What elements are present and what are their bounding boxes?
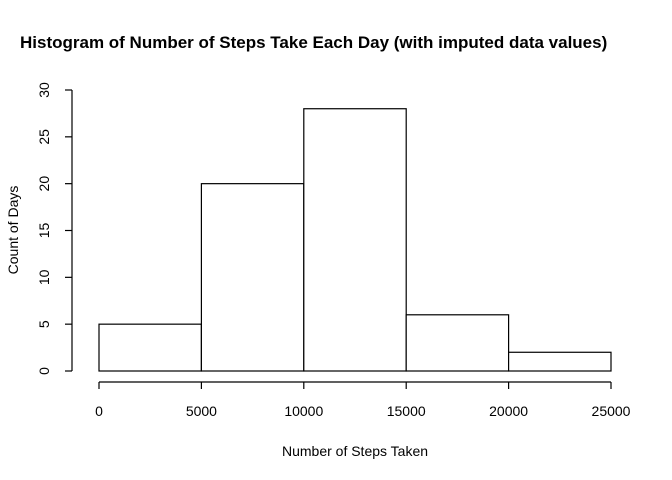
x-tick-label: 15000: [387, 403, 426, 419]
histogram-bar-0: [98, 323, 203, 372]
x-tick-label: 10000: [284, 403, 323, 419]
y-tick-label: 10: [36, 269, 52, 285]
y-axis: 0 5 10 15 20 25 30: [36, 82, 73, 375]
x-axis: 0 5000 10000 15000 20000 25000: [95, 381, 631, 419]
y-tick-label: 15: [36, 223, 52, 239]
x-tick-label: 5000: [186, 403, 217, 419]
chart-title: Histogram of Number of Steps Take Each D…: [20, 33, 607, 52]
histogram-bar-1: [200, 183, 305, 372]
y-axis-label: Count of Days: [5, 186, 21, 275]
y-tick-label: 30: [36, 82, 52, 98]
x-axis-label: Number of Steps Taken: [282, 443, 428, 459]
y-tick-label: 5: [36, 320, 52, 328]
x-tick-label: 25000: [592, 403, 631, 419]
histogram-bar-4: [508, 351, 612, 372]
y-tick-label: 20: [36, 176, 52, 192]
histogram-bar-3: [405, 314, 510, 372]
x-tick-label: 20000: [489, 403, 528, 419]
y-tick-label: 25: [36, 129, 52, 145]
bars-group: [98, 108, 612, 372]
y-tick-label: 0: [36, 367, 52, 375]
histogram-bar-2: [303, 108, 407, 372]
x-tick-label: 0: [95, 403, 103, 419]
